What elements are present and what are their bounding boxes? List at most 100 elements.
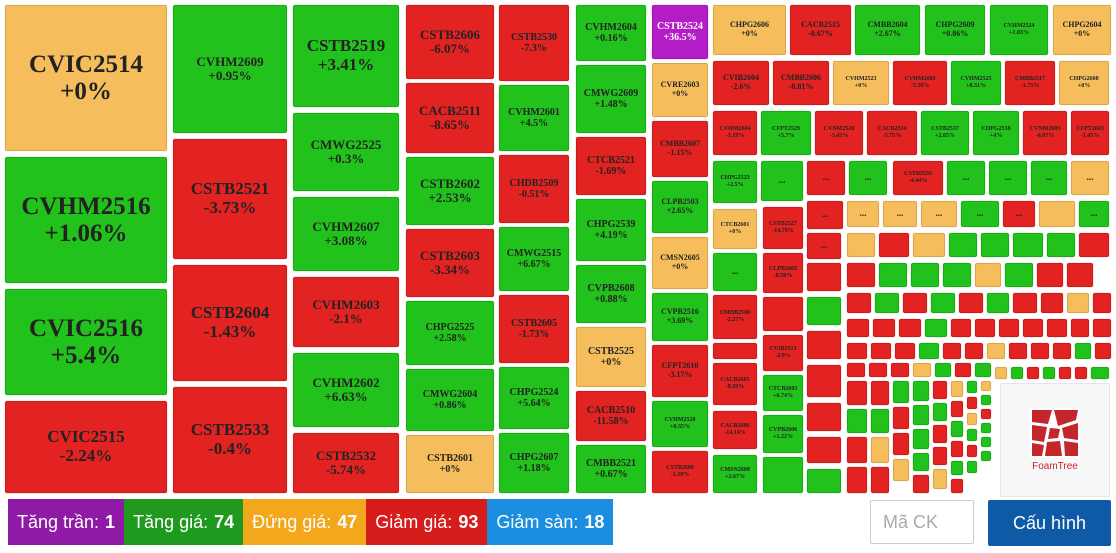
treemap-tile-small[interactable]: ... xyxy=(946,160,986,196)
treemap-tile-small[interactable]: ... xyxy=(760,160,804,202)
treemap-tile[interactable]: CTCB2601 +0% xyxy=(712,208,758,250)
treemap-tile-small[interactable] xyxy=(1066,292,1090,314)
treemap-tile-small[interactable]: ... xyxy=(848,160,888,196)
treemap-tile-small[interactable] xyxy=(994,366,1008,380)
treemap-tile-small[interactable] xyxy=(950,478,964,494)
treemap-tile[interactable]: CMBB2604 +2.67% xyxy=(854,4,921,56)
treemap-tile-small[interactable] xyxy=(902,292,928,314)
treemap-tile-small[interactable] xyxy=(932,446,948,466)
treemap-tile-small[interactable] xyxy=(1026,366,1040,380)
treemap-tile[interactable]: CHPG2604 +0% xyxy=(1052,4,1112,56)
treemap-tile-small[interactable] xyxy=(1040,292,1064,314)
treemap-tile-small[interactable] xyxy=(806,330,842,360)
treemap-tile-small[interactable]: ... xyxy=(1070,160,1110,196)
treemap-tile-small[interactable] xyxy=(846,380,868,406)
legend-flat[interactable]: Đứng giá: 47 xyxy=(243,499,367,545)
treemap-tile-small[interactable] xyxy=(966,428,978,442)
treemap-tile-small[interactable] xyxy=(932,380,948,400)
treemap-tile[interactable]: CMBB2606 -0.81% xyxy=(772,60,830,106)
treemap-tile-small[interactable] xyxy=(924,318,948,338)
treemap-tile-small[interactable] xyxy=(912,404,930,426)
treemap-tile[interactable]: CMSN2608 +2.67% xyxy=(712,454,758,494)
treemap-tile-small[interactable]: ... xyxy=(988,160,1028,196)
treemap-tile-small[interactable] xyxy=(986,292,1010,314)
treemap-tile-small[interactable] xyxy=(846,262,876,288)
treemap-tile-small[interactable] xyxy=(806,402,842,432)
treemap-tile-small[interactable] xyxy=(1078,232,1110,258)
treemap-tile[interactable]: CSTB2533 -0.4% xyxy=(172,386,288,494)
treemap-tile-small[interactable] xyxy=(950,460,964,476)
treemap-tile-small[interactable] xyxy=(950,318,972,338)
treemap-tile-small[interactable] xyxy=(958,292,984,314)
treemap-tile[interactable]: CSTB2601 +0% xyxy=(405,434,495,494)
treemap-tile-small[interactable] xyxy=(948,232,978,258)
treemap-tile-small[interactable] xyxy=(930,292,956,314)
treemap-tile[interactable]: CVHM2524 +1.83% xyxy=(989,4,1049,56)
treemap-tile-small[interactable] xyxy=(870,466,890,494)
treemap-tile-small[interactable] xyxy=(1070,318,1090,338)
treemap-tile[interactable]: CMWG2604 +0.86% xyxy=(405,368,495,432)
treemap-tile-small[interactable] xyxy=(980,232,1010,258)
treemap-tile-small[interactable] xyxy=(1066,262,1094,288)
treemap-tile-small[interactable] xyxy=(1074,366,1088,380)
treemap-tile-small[interactable] xyxy=(846,408,868,434)
treemap-tile-small[interactable] xyxy=(912,380,930,402)
treemap-tile-small[interactable] xyxy=(964,342,984,360)
treemap-tile-small[interactable]: ... xyxy=(806,160,846,196)
treemap-tile[interactable]: CACB2510 -11.58% xyxy=(575,390,647,442)
treemap-tile-small[interactable] xyxy=(872,318,896,338)
treemap-tile-small[interactable]: ... xyxy=(882,200,918,228)
treemap-tile-small[interactable] xyxy=(846,362,866,378)
treemap-tile[interactable]: CACB2515 -0.67% xyxy=(789,4,852,56)
treemap-tile-small[interactable] xyxy=(966,396,978,410)
treemap-tile[interactable]: CMSN2605 +0% xyxy=(651,236,709,290)
treemap-tile[interactable]: CHPG2539 +4.19% xyxy=(575,198,647,262)
treemap-tile[interactable]: CSTB2524 +36.5% xyxy=(651,4,709,60)
treemap-tile[interactable]: CSTB2605 -1.73% xyxy=(498,294,570,364)
treemap-tile-small[interactable] xyxy=(1046,232,1076,258)
treemap-tile[interactable]: CVPB2608 +0.88% xyxy=(575,264,647,324)
treemap-tile-small[interactable] xyxy=(966,380,978,394)
treemap-tile[interactable]: CMDB2508 -2.27% xyxy=(712,294,758,340)
treemap-tile-small[interactable] xyxy=(966,444,978,458)
treemap-tile[interactable]: CVIC2516 +5.4% xyxy=(4,288,168,396)
treemap-tile[interactable]: CFPT2529 +5.7% xyxy=(760,110,812,156)
treemap-tile[interactable]: CACB2605 -8.39% xyxy=(712,362,758,406)
treemap-tile[interactable]: CHDB2509 -0.51% xyxy=(498,154,570,224)
treemap-tile[interactable]: CVHM2601 +4.5% xyxy=(498,84,570,152)
treemap-tile[interactable]: CHPG2524 +5.64% xyxy=(498,366,570,430)
treemap-tile-small[interactable] xyxy=(892,432,910,456)
treemap-tile[interactable]: CTCB2605 +6.74% xyxy=(762,374,804,412)
treemap-tile[interactable]: CVHM2607 +3.08% xyxy=(292,196,400,272)
treemap-tile-small[interactable] xyxy=(874,292,900,314)
treemap-tile[interactable]: CVHM2602 +6.63% xyxy=(292,352,400,428)
treemap-tile[interactable]: CSTB2536 -4.44% xyxy=(892,160,944,196)
treemap-tile[interactable]: CVHM2604 -3.19% xyxy=(712,110,758,156)
treemap-tile-small[interactable] xyxy=(974,262,1002,288)
treemap-tile-small[interactable] xyxy=(980,450,992,462)
treemap-tile-small[interactable] xyxy=(1004,262,1034,288)
treemap-tile[interactable]: CSTB2603 -3.34% xyxy=(405,228,495,298)
treemap-tile[interactable]: CLPB2602 -8.58% xyxy=(762,252,804,294)
treemap-tile[interactable]: CVHM2604 +0.16% xyxy=(575,4,647,62)
treemap-tile-small[interactable] xyxy=(966,412,978,426)
treemap-tile[interactable]: CVPB2516 +3.69% xyxy=(651,292,709,342)
treemap-tile-small[interactable]: ... xyxy=(920,200,958,228)
treemap-tile[interactable]: CVHM2605 -5.38% xyxy=(892,60,948,106)
treemap-tile[interactable]: CSTB2530 -7.3% xyxy=(498,4,570,82)
treemap-tile[interactable]: CSTB2532 -5.74% xyxy=(292,432,400,494)
treemap-tile-small[interactable] xyxy=(1038,200,1076,228)
treemap-tile[interactable]: CVHM2523 +0% xyxy=(832,60,890,106)
treemap-tile-small[interactable] xyxy=(932,402,948,422)
treemap-tile-small[interactable] xyxy=(1092,292,1112,314)
treemap-tile-small[interactable]: ... xyxy=(960,200,1000,228)
treemap-tile-small[interactable] xyxy=(986,342,1006,360)
treemap-tile-small[interactable] xyxy=(846,318,870,338)
treemap-tile[interactable]: CFPT2603 -1.45% xyxy=(1070,110,1110,156)
treemap-tile-small[interactable] xyxy=(980,408,992,420)
treemap-tile-small[interactable] xyxy=(1090,366,1110,380)
config-button[interactable]: Cấu hình xyxy=(988,500,1111,546)
treemap-tile[interactable]: CVIC2514 +0% xyxy=(4,4,168,152)
treemap-tile[interactable]: CHPG2608 +0% xyxy=(1058,60,1110,106)
treemap-tile[interactable]: CVRE2603 +0% xyxy=(651,62,709,118)
